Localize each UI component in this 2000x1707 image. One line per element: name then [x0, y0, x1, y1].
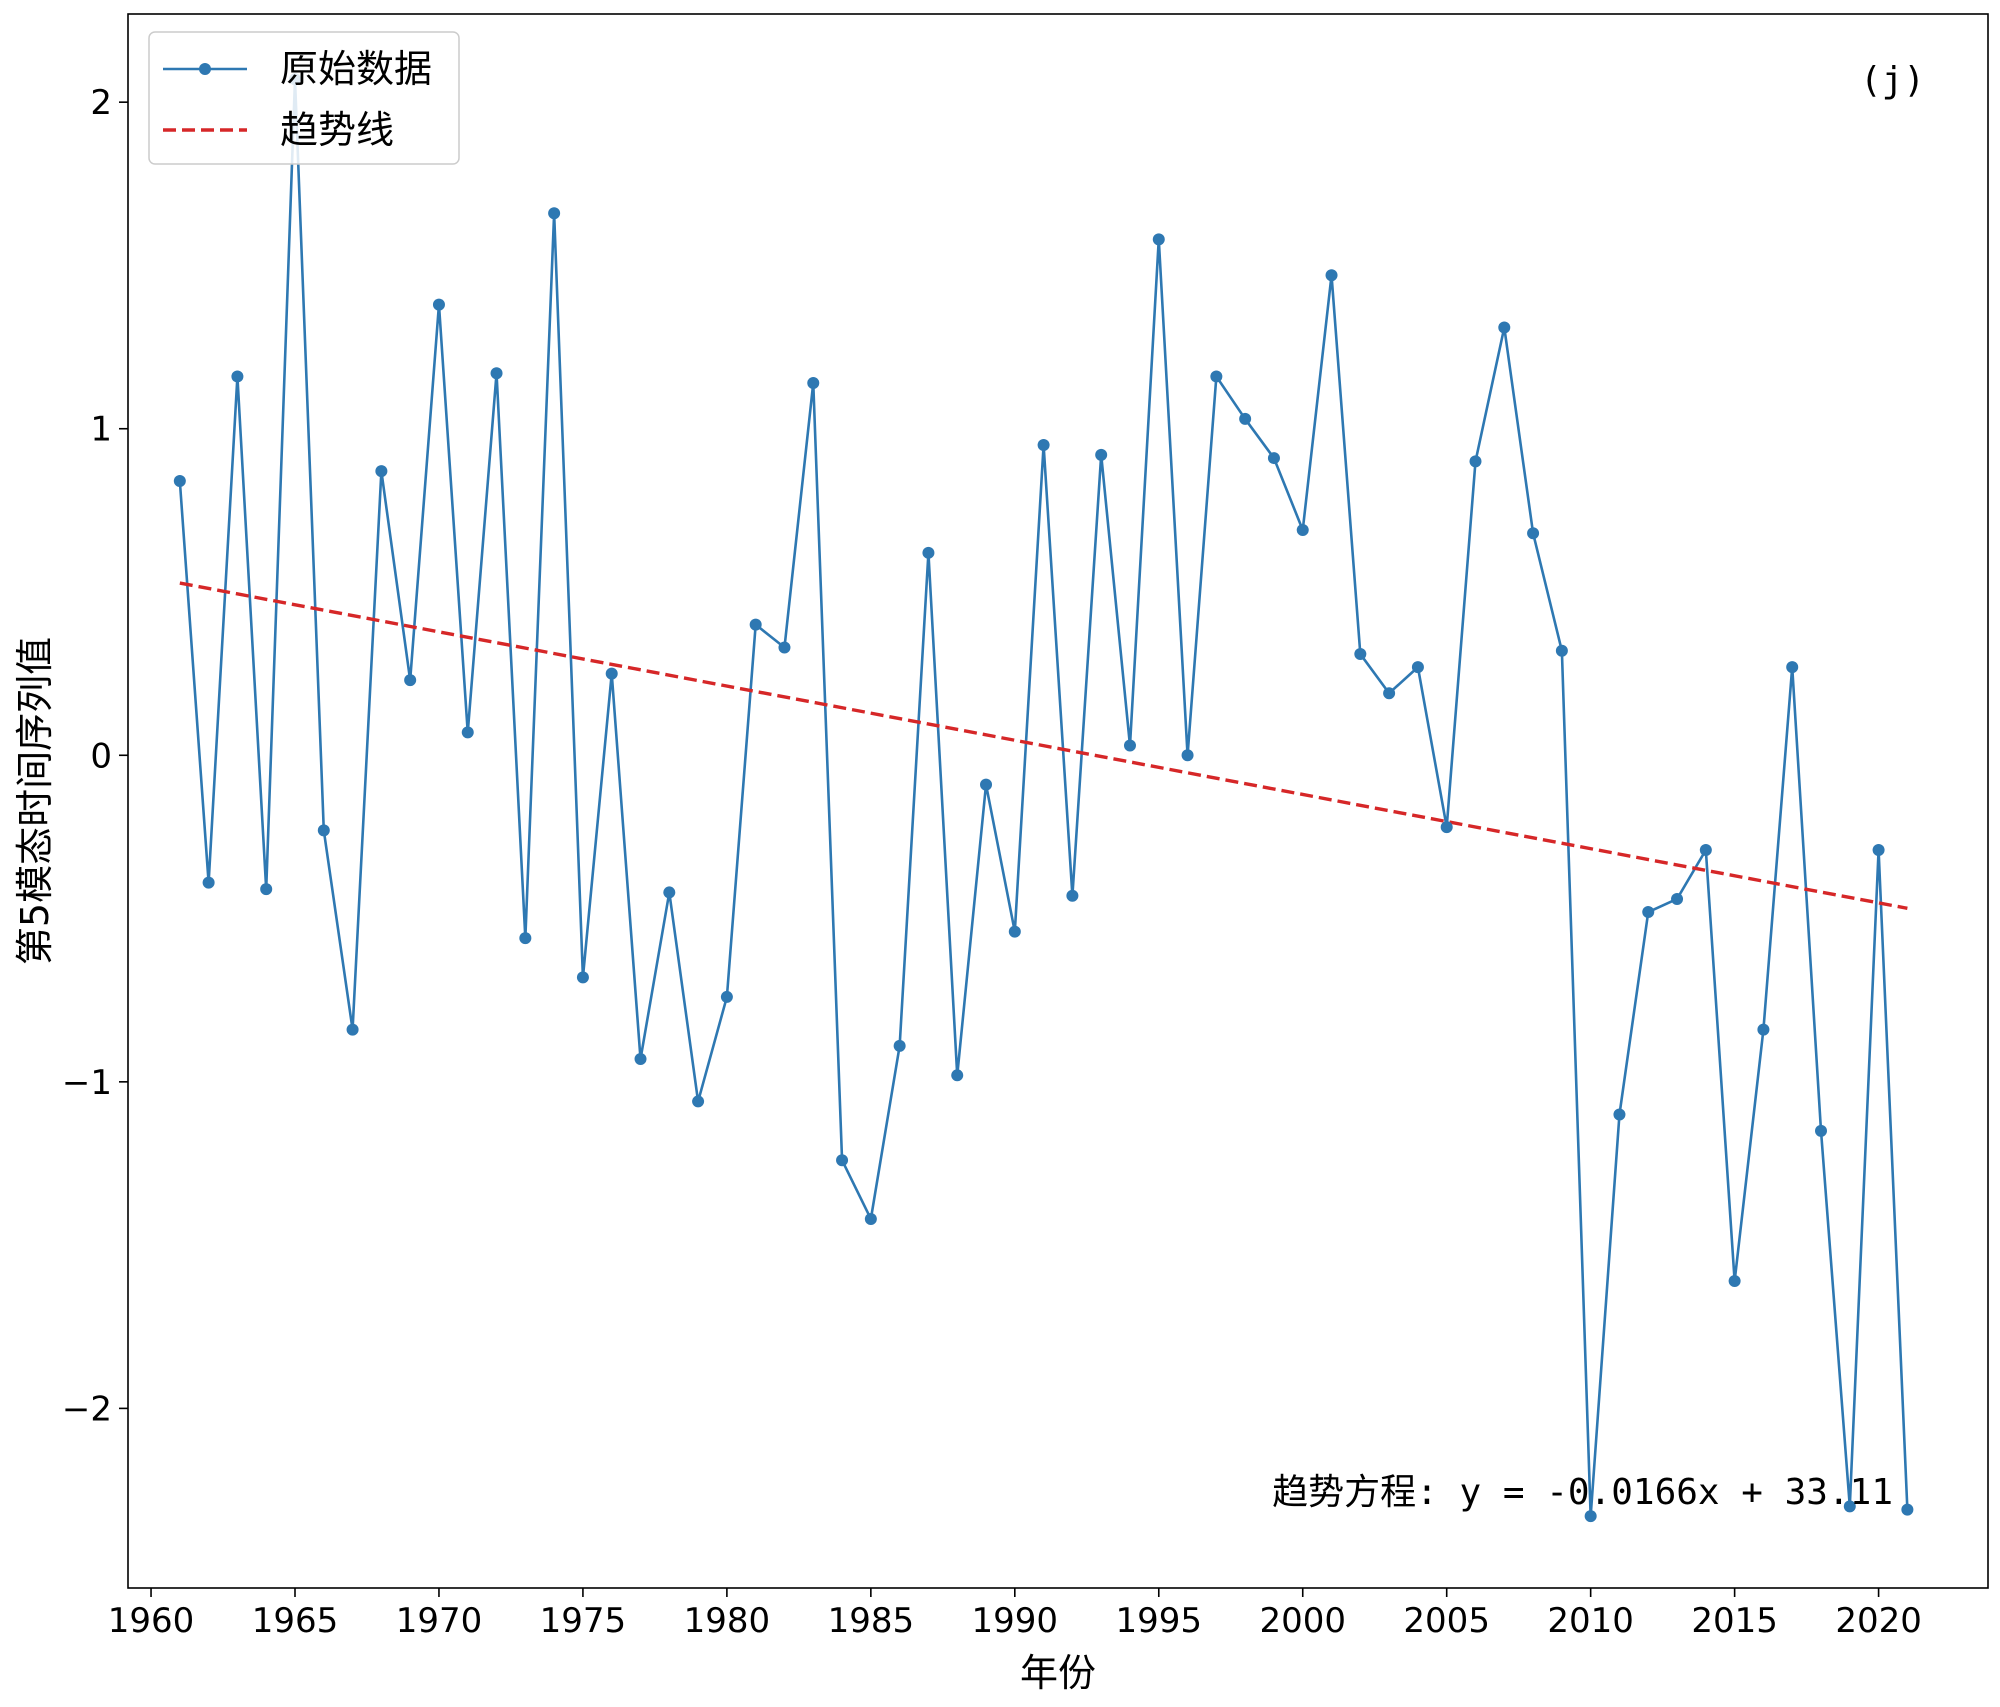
x-tick-label: 1990 [972, 1601, 1059, 1641]
data-point [951, 1069, 964, 1082]
data-point [1584, 1510, 1597, 1523]
data-point [1901, 1503, 1914, 1516]
data-point [1527, 527, 1540, 540]
data-point [1181, 749, 1194, 762]
data-point [720, 990, 733, 1003]
data-point [1383, 687, 1396, 700]
trend-equation-annotation: 趋势方程: y = -0.0166x + 33.11 [1272, 1472, 1893, 1513]
data-point [749, 618, 762, 631]
x-tick-label: 2000 [1259, 1601, 1346, 1641]
data-point [1757, 1023, 1770, 1036]
x-tick-label: 1970 [396, 1601, 483, 1641]
data-point [202, 876, 215, 889]
data-point [1555, 644, 1568, 657]
data-point [1037, 439, 1050, 452]
panel-label: (j) [1860, 60, 1925, 101]
data-point [317, 824, 330, 837]
legend-marker-raw-data [199, 63, 211, 75]
data-point [1210, 370, 1223, 383]
data-point [836, 1154, 849, 1167]
data-point [1440, 821, 1453, 834]
x-tick-label: 1975 [540, 1601, 627, 1641]
data-point [980, 778, 993, 791]
data-point [1671, 892, 1684, 905]
x-tick-label: 1960 [108, 1601, 195, 1641]
data-point [576, 971, 589, 984]
x-tick-label: 2020 [1835, 1601, 1922, 1641]
data-point [346, 1023, 359, 1036]
data-point [778, 641, 791, 654]
plot-frame [127, 13, 1989, 1589]
trend-line [179, 581, 1908, 910]
x-tick-label: 1985 [828, 1601, 915, 1641]
x-tick-label: 1980 [684, 1601, 771, 1641]
data-point [663, 886, 676, 899]
data-point [231, 370, 244, 383]
data-point [1699, 843, 1712, 856]
data-point [1815, 1124, 1828, 1137]
data-point [1843, 1500, 1856, 1513]
y-axis-label: 第5模态时间序列值 [13, 637, 57, 965]
x-tick-label: 2015 [1691, 1601, 1778, 1641]
data-point [260, 883, 273, 896]
data-point [922, 546, 935, 559]
y-tick-label: −1 [62, 1063, 112, 1103]
data-point [432, 298, 445, 311]
data-point [519, 932, 532, 945]
data-point [864, 1212, 877, 1225]
x-tick-label: 2005 [1403, 1601, 1490, 1641]
y-tick-label: 1 [90, 410, 112, 450]
data-point [893, 1039, 906, 1052]
data-point [1728, 1275, 1741, 1288]
x-tick-label: 1965 [252, 1601, 339, 1641]
data-point [1008, 925, 1021, 938]
y-axis-ticks: −2 −1 0 1 2 [62, 83, 128, 1429]
y-tick-label: −2 [62, 1389, 112, 1429]
data-point [404, 674, 417, 687]
legend-label-trend: 趋势线 [280, 108, 394, 152]
x-axis-ticks: 1960 1965 1970 1975 1980 1985 1990 1995 2000 2005… [108, 1588, 1922, 1641]
data-point [1325, 269, 1338, 282]
data-point [1786, 661, 1799, 674]
data-point [1469, 455, 1482, 468]
data-point [461, 726, 474, 739]
data-point [1239, 412, 1252, 425]
data-point [1642, 906, 1655, 919]
x-axis-label: 年份 [1020, 1651, 1096, 1695]
legend-label-raw-data: 原始数据 [280, 47, 432, 91]
data-point [692, 1095, 705, 1108]
data-point [1066, 889, 1079, 902]
y-tick-label: 2 [90, 83, 112, 123]
data-point [490, 367, 503, 380]
data-point [1267, 452, 1280, 465]
data-point [1411, 661, 1424, 674]
data-point [1872, 843, 1885, 856]
axes: 1960 1965 1970 1975 1980 1985 1990 1995 2000 2005… [13, 13, 1989, 1695]
data-point [807, 377, 820, 390]
y-tick-label: 0 [90, 736, 112, 776]
data-point [173, 474, 186, 487]
data-point [548, 207, 561, 220]
data-point [1095, 448, 1108, 461]
data-point [605, 667, 618, 680]
x-tick-label: 1995 [1116, 1601, 1203, 1641]
data-point [1613, 1108, 1626, 1121]
data-point [1354, 648, 1367, 661]
data-point [634, 1052, 647, 1065]
data-point [1296, 523, 1309, 536]
x-tick-label: 2010 [1547, 1601, 1634, 1641]
data-point [375, 465, 388, 478]
data-point [1123, 739, 1136, 752]
legend: 原始数据 趋势线 [148, 31, 460, 165]
data-point [1498, 321, 1511, 334]
data-point [1152, 233, 1165, 246]
